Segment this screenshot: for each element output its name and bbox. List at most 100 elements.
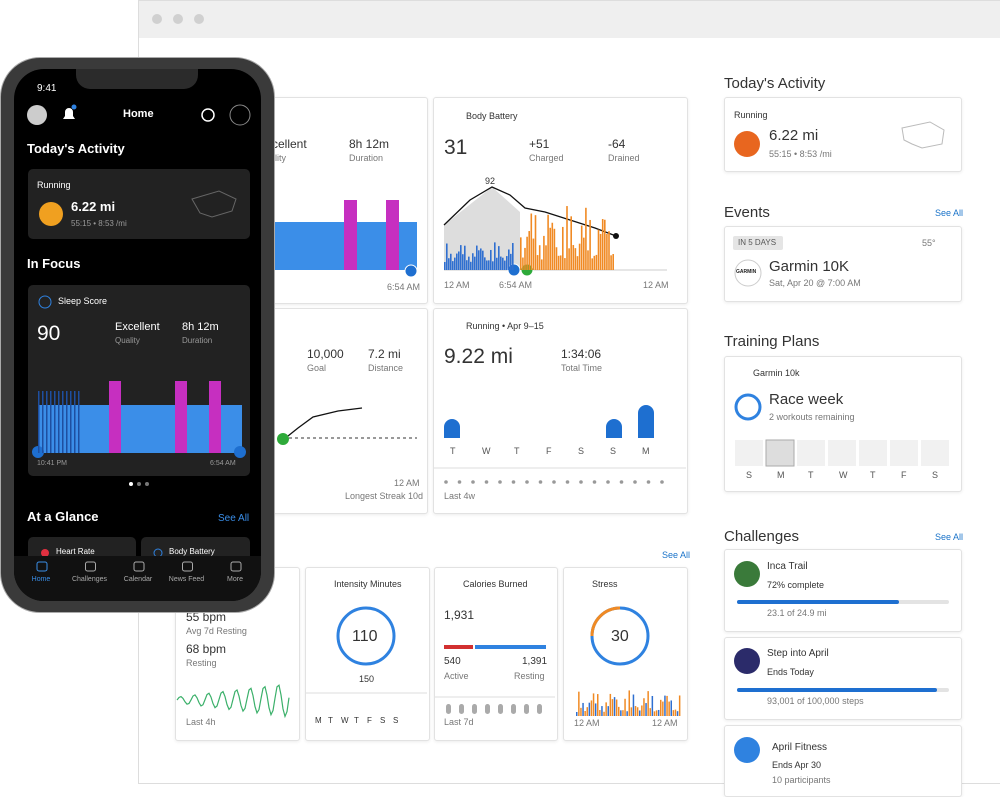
tab-label[interactable]: News Feed [168,576,205,583]
tab-label[interactable]: Home [31,576,51,583]
texture-bar [444,262,446,270]
texture-bar [605,702,607,716]
window-button[interactable] [152,14,162,24]
texture-bar [576,712,578,716]
card-title: Running • Apr 9–15 [466,321,544,331]
texture-bar [557,255,560,270]
texture-bar [488,260,490,270]
day-label: T [328,716,333,725]
texture-bar [543,235,545,270]
value: 9.22 mi [444,345,513,368]
texture-bar [580,225,583,270]
training-card[interactable] [724,356,962,492]
tab-icon [182,561,193,572]
texture-bar [670,700,672,716]
pill [446,704,451,714]
challenge-card[interactable] [724,637,962,720]
sleep-block [38,405,242,453]
texture-bar [474,256,476,270]
intensity-card[interactable] [305,567,430,741]
activity-card[interactable] [28,169,250,239]
status-time: 9:41 [37,83,57,94]
day-label: M [777,470,785,480]
sleep-icon [38,295,52,309]
day-box [735,440,763,466]
window-button[interactable] [173,14,183,24]
sleep-end-icon [234,446,246,458]
phone-screen [14,69,261,601]
dot [484,480,489,484]
value: 1:34:06 [561,347,602,361]
texture-bar [450,253,452,270]
day-label: T [450,446,456,456]
ring [336,606,396,666]
area [444,187,520,270]
see-all[interactable]: See All [662,550,691,560]
activity-card[interactable] [724,97,962,172]
tab-icon [85,561,96,572]
tab-icon [230,561,242,572]
texture-bar [585,207,587,270]
bell-icon[interactable] [63,108,75,119]
texture-bar [589,219,591,270]
weather: 55° [922,238,936,248]
label: Goal [307,363,327,373]
dot [579,480,583,484]
texture-bar [46,391,48,453]
detail: 55:15 • 8:53 /mi [71,219,127,228]
day-box [859,440,887,466]
texture-bar [594,703,597,716]
texture-bar [532,238,535,270]
tab-label[interactable]: More [227,576,243,583]
line [282,407,363,441]
texture-bar [502,257,504,270]
day-label: T [808,470,814,480]
avatar[interactable] [27,105,47,125]
tab-label[interactable]: Challenges [71,576,108,583]
texture-bar [610,255,612,270]
pager-dot[interactable] [137,482,141,486]
see-all[interactable]: See All [218,513,250,524]
challenge-card[interactable] [724,549,962,632]
progress-fill [737,688,937,692]
label: Active [444,671,469,681]
label: Drained [608,153,640,163]
texture-bar [668,701,670,716]
texture-bar [586,707,588,716]
texture-bar [468,256,470,270]
texture-bar [448,258,450,270]
route-map [901,121,945,149]
value: 1,931 [444,608,475,622]
run-bar [638,405,654,438]
day-box [765,439,795,467]
texture-bar [530,213,533,270]
device-icon[interactable] [229,104,251,126]
day-label: M [315,716,322,725]
pager-dot[interactable] [129,482,133,486]
texture-bar [482,250,484,270]
tab-label[interactable]: Calendar [123,576,153,583]
texture-bar [545,245,547,270]
dot [457,480,462,484]
challenge-name: Inca Trail [767,561,808,572]
run-icon [39,202,63,226]
see-all[interactable]: See All [935,532,964,542]
texture-bar [608,231,610,270]
sync-icon[interactable] [201,108,215,122]
section-heading: Today's Activity [27,141,125,156]
window-button[interactable] [194,14,204,24]
section-heading: In Focus [27,256,81,271]
texture-bar [58,391,60,453]
value: 8h 12m [182,321,219,333]
badge: IN 5 DAYS [738,238,777,247]
see-all[interactable]: See All [935,208,964,218]
day-label: F [901,470,907,480]
dot [538,480,543,484]
texture-bar [634,706,637,716]
pager-dot[interactable] [145,482,149,486]
texture-bar [641,705,643,716]
axis-label: 6:54 AM [387,282,421,292]
texture-bar [38,391,40,453]
texture-bar [572,245,575,270]
texture-bar [472,253,474,270]
